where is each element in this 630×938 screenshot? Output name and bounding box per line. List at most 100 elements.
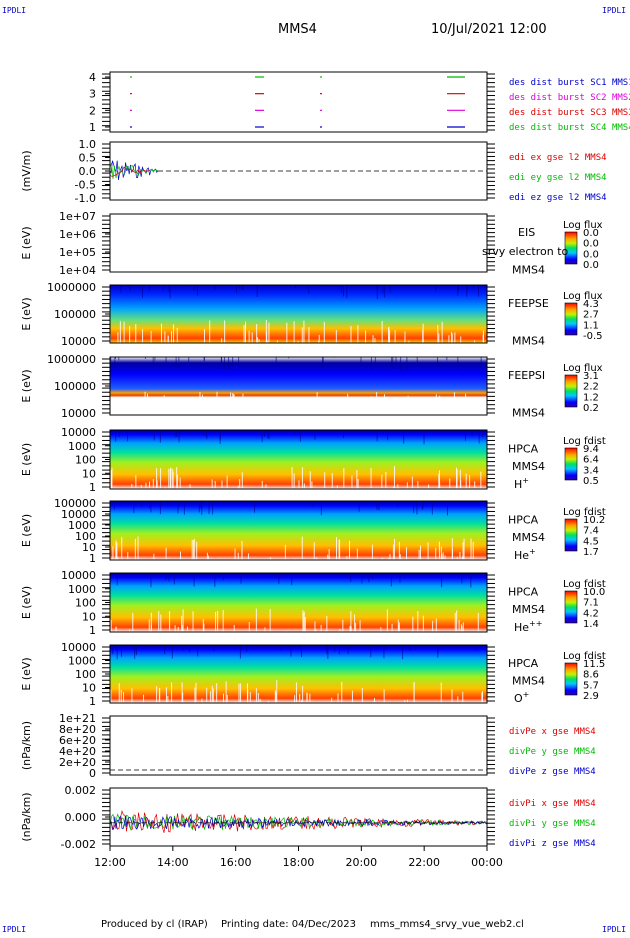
hpca_he-y-tick-label: 1 (89, 552, 96, 565)
divpi-y-tick-label: -0.002 (61, 838, 96, 851)
hpca_o-instrument-label: HPCA (508, 657, 539, 670)
edi-y-tick-label: 0.0 (79, 165, 97, 178)
hpca_o-colorbar-tick: 5.7 (583, 680, 599, 691)
eis-extra-label: srvy electron to (482, 245, 569, 258)
burst-legend-entry: des dist burst SC1 MMS1 (509, 78, 630, 88)
feepse-probe-label: MMS4 (512, 335, 545, 348)
feepsi-colorbar-tick: 1.2 (583, 392, 599, 403)
hpca_he-colorbar-tick: 10.2 (583, 515, 605, 526)
divpi-y-axis-label: (nPa/km) (20, 792, 33, 841)
feepsi-colorbar-tick: 0.2 (583, 403, 599, 414)
hpca_o-species-label: O+ (514, 690, 529, 705)
divpe-panel-frame (109, 715, 488, 776)
feepse-y-axis-label: E (eV) (20, 297, 33, 330)
divpe-y-tick-label: 1e+21 (59, 712, 96, 725)
burst-legend-entry: des dist burst SC3 MMS3 (509, 108, 630, 118)
burst-y-tick-label: 3 (89, 88, 96, 101)
hpca_o-probe-label: MMS4 (512, 674, 545, 687)
divpi-legend-entry: divPi z gse MMS4 (509, 839, 596, 849)
hpca_o-y-tick-label: 10000 (61, 641, 96, 654)
hpca_he2-spectrogram (110, 573, 487, 632)
hpca_he2-y-tick-label: 1 (89, 624, 96, 637)
hpca_h-spectrogram (110, 430, 487, 489)
corner-label-top-right: IPDLI (602, 6, 627, 15)
hpca_he-species-label: He+ (514, 547, 536, 562)
hpca_he2-species-charge: ++ (529, 619, 542, 628)
divpe-legend-entry: divPe z gse MMS4 (509, 767, 596, 777)
hpca_he-colorbar-tick: 7.4 (583, 526, 599, 537)
hpca_he-y-axis-label: E (eV) (20, 514, 33, 547)
divpi-legend-entry: divPi y gse MMS4 (509, 819, 596, 829)
divpe-y-axis-label: (nPa/km) (20, 721, 33, 770)
corner-label-bottom-right: IPDLI (602, 925, 627, 934)
burst-y-tick-label: 4 (89, 71, 96, 84)
eis-probe-label: MMS4 (512, 264, 545, 277)
divpi-legend-entry: divPi x gse MMS4 (509, 799, 596, 809)
hpca_he2-y-tick-label: 1000 (68, 583, 96, 596)
edi-ey-trace (109, 162, 159, 180)
divpe-legend-entry: divPe x gse MMS4 (509, 727, 596, 737)
hpca_o-y-axis-label: E (eV) (20, 657, 33, 690)
eis-y-axis-label: E (eV) (20, 226, 33, 259)
hpca_he-y-tick-label: 1000 (68, 519, 96, 532)
chart-title: MMS4 (278, 22, 317, 37)
hpca_o-colorbar (564, 662, 578, 696)
hpca_o-colorbar-title: Log fdist (563, 651, 606, 662)
hpca_he-instrument-label: HPCA (508, 513, 539, 526)
edi-y-tick-label: 0.5 (79, 152, 97, 165)
hpca_o-y-tick-label: 1000 (68, 655, 96, 668)
eis-instrument-label: EIS (518, 226, 535, 239)
x-tick-label: 16:00 (220, 856, 252, 869)
hpca_h-y-tick-label: 1000 (68, 440, 96, 453)
hpca_h-colorbar-tick: 3.4 (583, 465, 599, 476)
feepsi-colorbar (564, 374, 578, 408)
x-tick-label: 14:00 (157, 856, 189, 869)
eis-colorbar-title: Log flux (563, 220, 603, 231)
x-tick-label: 00:00 (471, 856, 503, 869)
eis-y-tick-label: 1e+07 (59, 210, 96, 223)
eis-colorbar-tick: 0.0 (583, 249, 599, 260)
hpca_o-colorbar-tick: 8.6 (583, 670, 599, 681)
hpca_he2-colorbar-tick: 7.1 (583, 598, 599, 609)
corner-label-bottom-left: IPDLI (2, 925, 27, 934)
corner-label-top-left: IPDLI (2, 6, 27, 15)
feepse-instrument-label: FEEPSE (508, 297, 549, 310)
burst-legend-entry: des dist burst SC2 MMS2 (509, 93, 630, 103)
feepsi-colorbar-tick: 3.1 (583, 371, 599, 382)
x-tick-label: 20:00 (345, 856, 377, 869)
hpca_he-species-charge: + (529, 547, 536, 556)
edi-y-axis-label: (mV/m) (20, 150, 33, 191)
chart-datetime: 10/Jul/2021 12:00 (431, 22, 547, 37)
hpca_h-species-charge: + (522, 476, 529, 485)
divpe-legend-entry: divPe y gse MMS4 (509, 747, 596, 757)
eis-colorbar (564, 231, 578, 265)
feepsi-y-tick-label: 100000 (54, 380, 96, 393)
hpca_h-probe-label: MMS4 (512, 460, 545, 473)
divpi-z-trace (109, 815, 487, 830)
eis-y-tick-label: 1e+05 (59, 246, 96, 259)
hpca_he-colorbar (564, 518, 578, 552)
feepse-colorbar (564, 302, 578, 336)
divpe-y-tick-label: 0 (89, 767, 96, 780)
divpe-y-tick-label: 4e+20 (59, 745, 96, 758)
divpi-y-tick-label: 0.002 (65, 784, 97, 797)
feepsi-probe-label: MMS4 (512, 407, 545, 420)
hpca_h-y-tick-label: 1 (89, 481, 96, 494)
hpca_h-colorbar-title: Log fdist (563, 436, 606, 447)
eis-colorbar-tick: 0.0 (583, 260, 599, 271)
x-tick-label: 12:00 (94, 856, 126, 869)
feepse-colorbar-tick: -0.5 (583, 331, 603, 342)
x-tick-label: 18:00 (283, 856, 315, 869)
footer-script-name: mms_mms4_srvy_vue_web2.cl (370, 919, 524, 930)
divpe-y-tick-label: 8e+20 (59, 723, 96, 736)
feepse-colorbar-tick: 4.3 (583, 299, 599, 310)
hpca_h-species-label: H+ (514, 476, 529, 491)
divpe-y-tick-label: 6e+20 (59, 734, 96, 747)
hpca_he2-y-tick-label: 100 (75, 597, 96, 610)
hpca_o-colorbar-tick: 2.9 (583, 691, 599, 702)
hpca_h-colorbar-tick: 6.4 (583, 455, 599, 466)
x-tick-label: 22:00 (408, 856, 440, 869)
hpca_he2-colorbar (564, 590, 578, 624)
hpca_he2-species-label: He++ (514, 619, 542, 634)
